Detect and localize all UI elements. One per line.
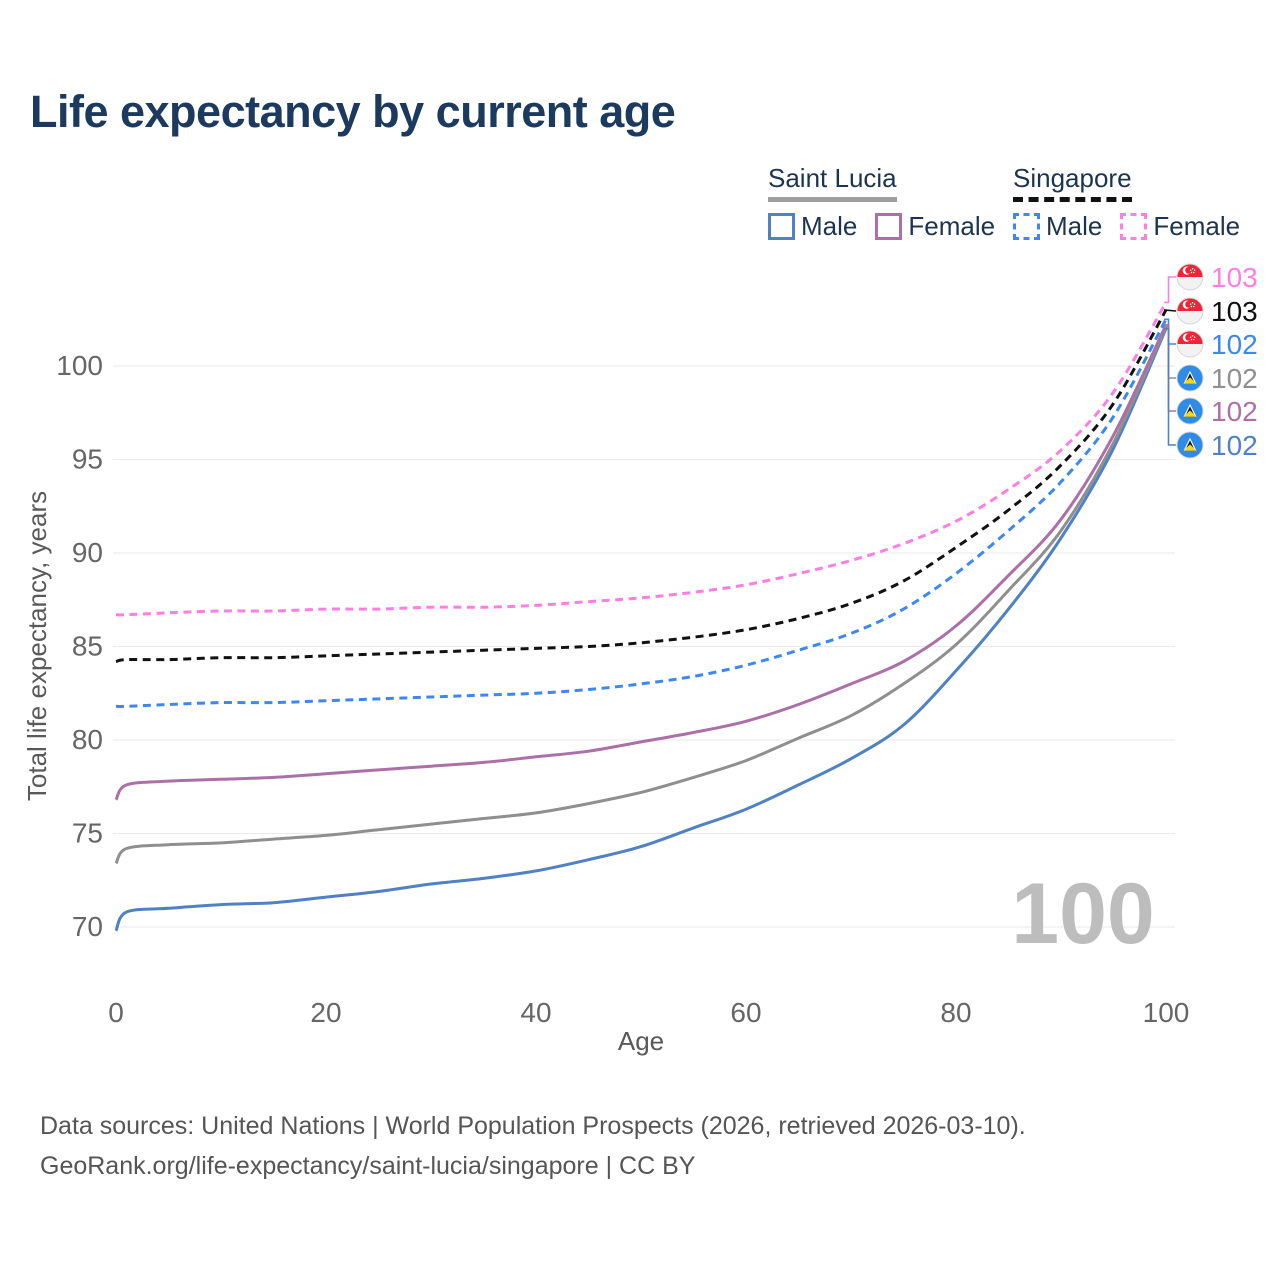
flag-saint-lucia-icon [1176, 431, 1204, 459]
x-tick-label: 80 [940, 997, 971, 1028]
legend-group-title-saint-lucia[interactable]: Saint Lucia [768, 163, 897, 202]
series-line-singapore-both-sexes[interactable] [115, 309, 1168, 663]
flag-saint-lucia-icon [1176, 397, 1204, 425]
end-label-value-saint-lucia-male: 102 [1211, 430, 1258, 461]
y-tick-label: 80 [72, 724, 103, 755]
series-line-singapore-male[interactable] [115, 318, 1168, 708]
footer-link: GeoRank.org/life-expectancy/saint-lucia/… [40, 1152, 696, 1180]
flag-saint-lucia-icon [1176, 364, 1204, 392]
end-label-leader [1163, 309, 1177, 312]
legend-item-saint-lucia-female[interactable]: Female [875, 211, 995, 242]
legend-item-label: Female [1153, 211, 1241, 241]
end-label-value-singapore-both-sexes: 103 [1211, 296, 1258, 327]
legend-item-singapore-female[interactable]: Female [1120, 211, 1240, 242]
end-label-leader [1164, 327, 1176, 446]
y-tick-label: 70 [72, 911, 103, 942]
y-tick-label: 95 [72, 444, 103, 475]
end-label-value-singapore-male: 102 [1211, 329, 1258, 360]
legend-swatch-singapore-female-icon [1120, 213, 1148, 240]
legend-group-title-singapore[interactable]: Singapore [1013, 163, 1132, 202]
x-tick-label: 20 [310, 997, 341, 1028]
y-tick-label: 100 [56, 350, 103, 381]
y-tick-label: 90 [72, 537, 103, 568]
series-line-singapore-female[interactable] [115, 301, 1168, 617]
end-label-leader [1164, 324, 1176, 412]
legend-item-saint-lucia-male[interactable]: Male [768, 211, 857, 242]
x-tick-label: 40 [520, 997, 551, 1028]
series-line-saint-lucia-male[interactable] [114, 327, 1168, 932]
series-line-saint-lucia-both-sexes[interactable] [114, 326, 1168, 865]
x-axis-title: Age [618, 1026, 664, 1056]
x-tick-label: 60 [730, 997, 761, 1028]
legend-swatch-saint-lucia-male-icon [768, 213, 795, 240]
footer-data-sources: Data sources: United Nations | World Pop… [40, 1112, 1026, 1140]
legend-group-saint-lucia: Saint Lucia Male Female [768, 163, 995, 242]
x-tick-label: 0 [108, 997, 124, 1028]
end-label-value-singapore-female: 103 [1211, 262, 1258, 293]
legend-item-label: Male [1046, 211, 1103, 241]
x-tick-label: 100 [1143, 997, 1190, 1028]
legend-item-label: Female [908, 211, 996, 241]
y-tick-label: 85 [72, 631, 103, 662]
y-axis-title: Total life expectancy, years [22, 491, 52, 801]
legend-group-singapore: Singapore Male Female [1013, 163, 1240, 242]
legend-swatch-singapore-male-icon [1013, 213, 1040, 240]
legend-item-label: Male [801, 211, 858, 241]
end-label-leader [1164, 276, 1176, 304]
flag-singapore-icon [1176, 330, 1204, 358]
legend-swatch-saint-lucia-female-icon [875, 213, 903, 240]
legend: Saint Lucia Male Female Singapore Male [0, 0, 1280, 250]
page-title: Life expectancy by current age [30, 86, 676, 137]
end-label-value-saint-lucia-female: 102 [1211, 396, 1258, 427]
footer: Data sources: United Nations | World Pop… [40, 1106, 1026, 1186]
flag-singapore-icon [1176, 297, 1204, 325]
y-tick-label: 75 [72, 818, 103, 849]
age-counter-watermark: 100 [1011, 866, 1155, 962]
series-line-saint-lucia-female[interactable] [114, 324, 1168, 801]
end-label-leader [1164, 325, 1176, 379]
end-label-value-saint-lucia-both-sexes: 102 [1211, 363, 1258, 394]
flag-singapore-icon [1176, 263, 1204, 291]
legend-item-singapore-male[interactable]: Male [1013, 211, 1102, 242]
